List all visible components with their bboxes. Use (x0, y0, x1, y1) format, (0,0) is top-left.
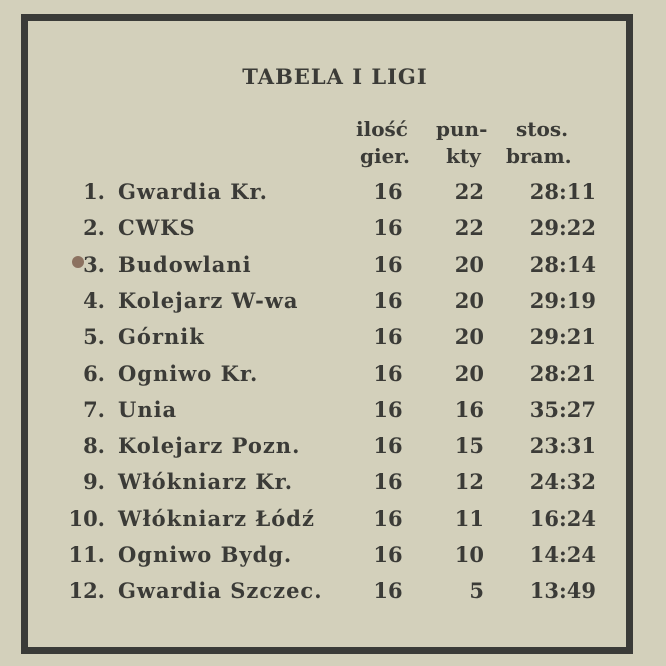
points: 20 (454, 324, 484, 350)
table-row: 9. Włókniarz Kr. 16 12 24:32 (0, 469, 666, 499)
header-games-line1: ilość (356, 117, 408, 141)
table-row: 12. Gwardia Szczec. 16 5 13:49 (0, 578, 666, 608)
header-points-line2: kty (446, 144, 481, 168)
goal-ratio: 13:49 (529, 578, 596, 604)
team-name: Unia (118, 396, 178, 422)
position: 11. (68, 542, 105, 567)
games-played: 16 (373, 215, 403, 241)
points: 20 (454, 287, 484, 313)
games-played: 16 (373, 360, 403, 386)
table-row: 10. Włókniarz Łódź 16 11 16:24 (0, 506, 666, 536)
goal-ratio: 35:27 (529, 396, 596, 422)
position: 2. (83, 215, 105, 241)
table-row: 6. Ogniwo Kr. 16 20 28:21 (0, 361, 666, 391)
team-name: Włókniarz Łódź (118, 505, 315, 531)
table-row: 2. CWKS 16 22 29:22 (0, 215, 666, 245)
team-name: Kolejarz Pozn. (118, 433, 301, 459)
position: 7. (83, 396, 105, 422)
points: 5 (469, 578, 484, 604)
position: 5. (83, 324, 105, 350)
team-name: CWKS (118, 215, 196, 241)
points: 20 (454, 360, 484, 386)
team-name: Włókniarz Kr. (118, 469, 294, 495)
team-name: Ogniwo Bydg. (118, 542, 293, 567)
team-name: Gwardia Szczec. (118, 578, 323, 604)
header-games-line2: gier. (360, 144, 410, 168)
team-name: Budowlani (118, 251, 252, 277)
games-played: 16 (373, 324, 403, 350)
position: 6. (83, 360, 105, 386)
goal-ratio: 24:32 (529, 469, 596, 495)
points: 12 (454, 469, 484, 495)
position: 10. (68, 505, 105, 531)
points: 10 (454, 542, 484, 567)
points: 16 (454, 396, 484, 422)
table-row: 1. Gwardia Kr. 16 22 28:11 (0, 179, 666, 209)
team-name: Gwardia Kr. (118, 179, 268, 204)
points: 20 (454, 251, 484, 277)
table-row: 11. Ogniwo Bydg. 16 10 14:24 (0, 542, 666, 572)
goal-ratio: 28:11 (529, 179, 596, 204)
goal-ratio: 29:19 (529, 287, 596, 313)
position: 8. (83, 433, 105, 459)
games-played: 16 (373, 578, 403, 604)
games-played: 16 (373, 433, 403, 459)
points: 15 (454, 433, 484, 459)
table-row: 8. Kolejarz Pozn. 16 15 23:31 (0, 433, 666, 463)
page-title: TABELA I LIGI (242, 64, 428, 89)
position: 4. (83, 287, 105, 313)
points: 11 (454, 505, 484, 531)
goal-ratio: 28:14 (529, 251, 596, 277)
table-row: 4. Kolejarz W-wa 16 20 29:19 (0, 288, 666, 318)
goal-ratio: 14:24 (529, 542, 596, 567)
position: 1. (83, 179, 105, 204)
position: 12. (68, 578, 105, 604)
header-goals-line2: bram. (506, 144, 572, 168)
goal-ratio: 29:22 (529, 215, 596, 241)
goal-ratio: 23:31 (529, 433, 596, 459)
games-played: 16 (373, 469, 403, 495)
games-played: 16 (373, 287, 403, 313)
header-goals-line1: stos. (516, 117, 569, 141)
points: 22 (454, 215, 484, 241)
goal-ratio: 16:24 (529, 505, 596, 531)
games-played: 16 (373, 251, 403, 277)
team-name: Ogniwo Kr. (118, 360, 259, 386)
position: 3. (83, 251, 105, 277)
ink-spot (72, 256, 84, 268)
goal-ratio: 29:21 (529, 324, 596, 350)
games-played: 16 (373, 505, 403, 531)
games-played: 16 (373, 396, 403, 422)
table-row: 3. Budowlani 16 20 28:14 (0, 252, 666, 282)
team-name: Górnik (118, 324, 205, 350)
points: 22 (454, 179, 484, 204)
table-row: 5. Górnik 16 20 29:21 (0, 324, 666, 354)
team-name: Kolejarz W-wa (118, 287, 299, 313)
header-points-line1: pun- (436, 117, 488, 141)
games-played: 16 (373, 179, 403, 204)
table-row: 7. Unia 16 16 35:27 (0, 397, 666, 427)
position: 9. (83, 469, 105, 495)
table-border (21, 14, 633, 654)
games-played: 16 (373, 542, 403, 567)
goal-ratio: 28:21 (529, 360, 596, 386)
